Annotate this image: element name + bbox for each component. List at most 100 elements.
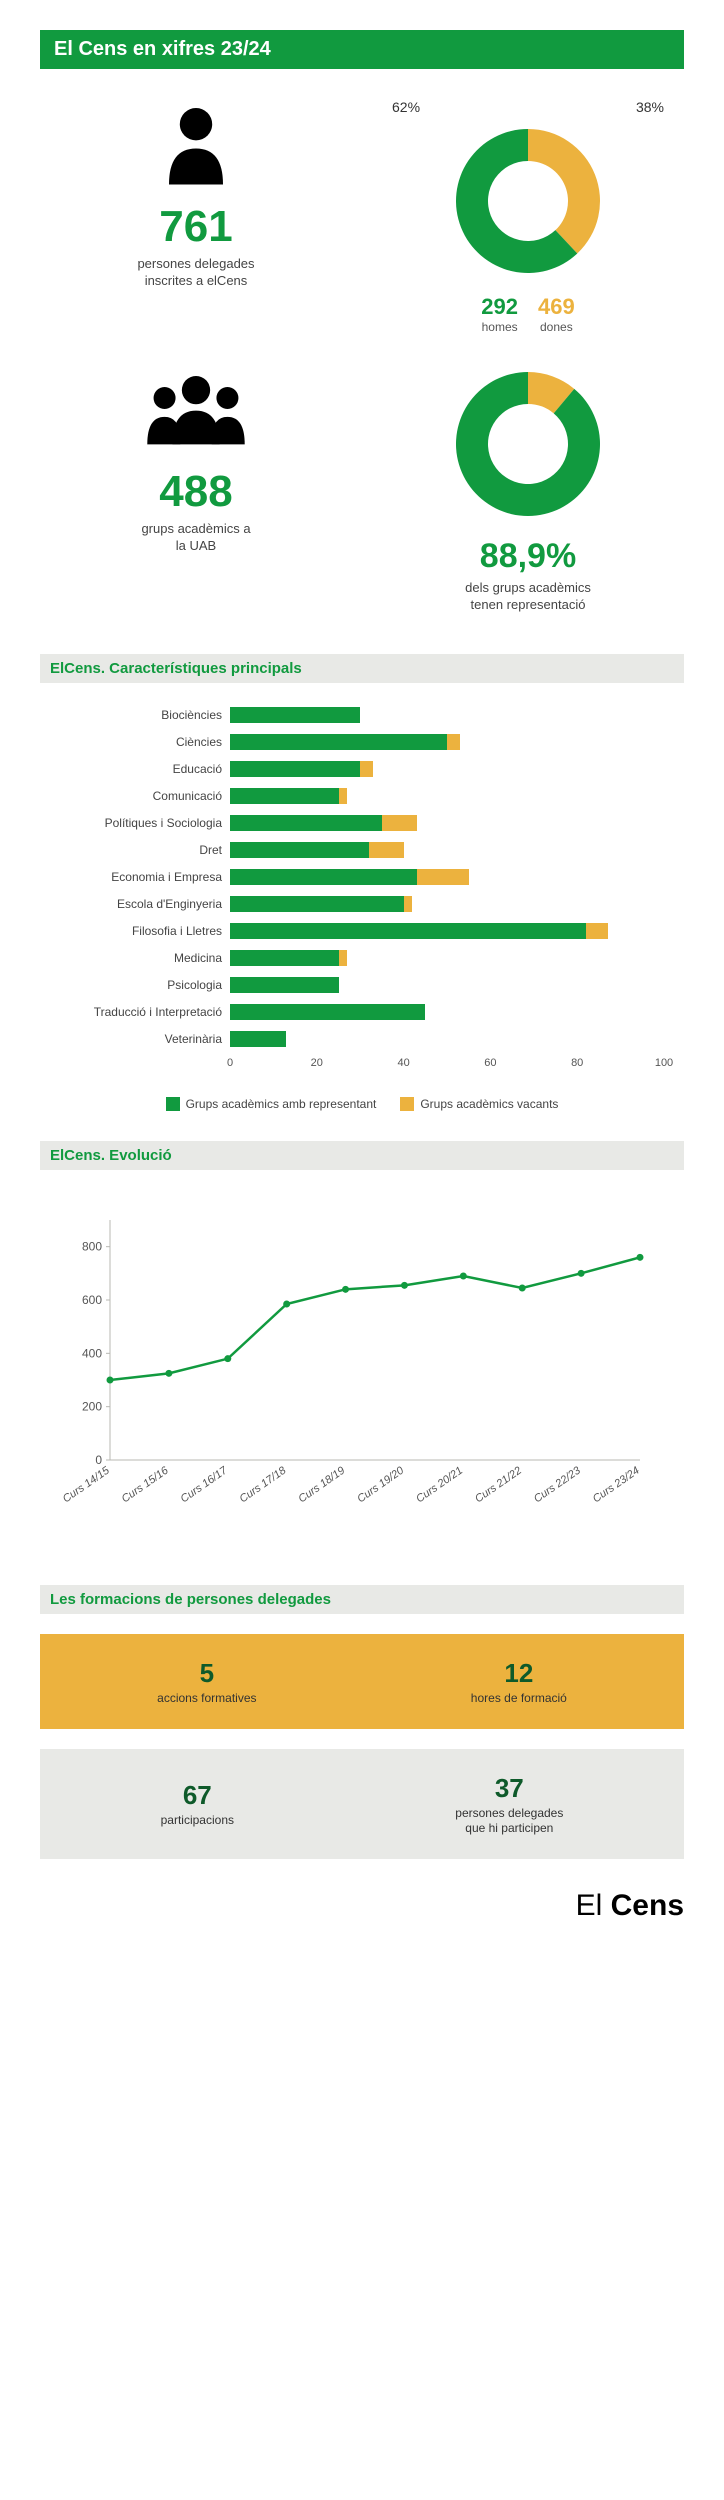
persones-participen: 37 persones delegades que hi participen (455, 1773, 563, 1835)
svg-text:Curs 17/18: Curs 17/18 (237, 1464, 289, 1505)
hbar-label: Comunicació (60, 789, 230, 803)
hbar-tick: 60 (484, 1057, 496, 1069)
persons-number: 761 (40, 202, 352, 252)
hbar-orange-seg (447, 734, 460, 750)
repr-sub: dels grups acadèmics tenen representació (372, 580, 684, 614)
hbar-orange-seg (417, 869, 469, 885)
hbar-green-seg (230, 923, 586, 939)
section-caract-title: ElCens. Característiques principals (40, 654, 684, 683)
hbar-green-seg (230, 734, 447, 750)
svg-text:Curs 20/21: Curs 20/21 (414, 1464, 465, 1505)
svg-text:Curs 22/23: Curs 22/23 (532, 1464, 584, 1505)
hbar-green-seg (230, 977, 339, 993)
hbar-row: Filosofia i Lletres (60, 919, 664, 943)
hbar-label: Biociències (60, 708, 230, 722)
hbar-green-seg (230, 1004, 425, 1020)
repr-pct: 88,9% (372, 537, 684, 576)
hbar-label: Economia i Empresa (60, 870, 230, 884)
dones-stat: 469 dones (538, 294, 575, 334)
groups-number: 488 (40, 467, 352, 517)
hbar-row: Ciències (60, 730, 664, 754)
svg-text:600: 600 (82, 1293, 102, 1307)
hbar-row: Medicina (60, 946, 664, 970)
persons-sub: persones delegades inscrites a elCens (40, 256, 352, 290)
hbar-label: Dret (60, 843, 230, 857)
hbar-orange-seg (369, 842, 404, 858)
hbar-orange-seg (382, 815, 417, 831)
section-form-title: Les formacions de persones delegades (40, 1585, 684, 1614)
svg-text:Curs 14/15: Curs 14/15 (61, 1464, 113, 1505)
hbar-label: Veterinària (60, 1032, 230, 1046)
hbar-green-seg (230, 761, 360, 777)
evolution-line-chart: 0200400600800Curs 14/15Curs 15/16Curs 16… (60, 1200, 660, 1540)
footer-logo: El Cens (40, 1889, 684, 1923)
repr-donut-block: 88,9% dels grups acadèmics tenen represe… (372, 364, 684, 614)
hbar-label: Medicina (60, 951, 230, 965)
hores-formacio: 12 hores de formació (471, 1658, 567, 1705)
hbar-row: Comunicació (60, 784, 664, 808)
hbar-green-seg (230, 842, 369, 858)
svg-text:Curs 18/19: Curs 18/19 (296, 1464, 347, 1505)
participacions: 67 participacions (161, 1780, 234, 1827)
hbar-row: Dret (60, 838, 664, 862)
groups-sub: grups acadèmics a la UAB (40, 521, 352, 555)
hbar-tick: 20 (311, 1057, 323, 1069)
svg-text:200: 200 (82, 1399, 102, 1413)
person-icon (151, 99, 241, 189)
svg-text:Curs 21/22: Curs 21/22 (473, 1464, 524, 1505)
hbar-row: Economia i Empresa (60, 865, 664, 889)
svg-text:0: 0 (95, 1453, 102, 1467)
hbar-tick: 80 (571, 1057, 583, 1069)
gender-pct-right: 38% (636, 99, 664, 115)
legend-green: Grups acadèmics amb representant (166, 1097, 377, 1111)
gender-donut-block: 62% 38% 292 homes 469 dones (372, 99, 684, 334)
hbar-row: Polítiques i Sociologia (60, 811, 664, 835)
hbar-orange-seg (339, 788, 348, 804)
hbar-row: Veterinària (60, 1027, 664, 1051)
hbar-row: Biociències (60, 703, 664, 727)
hbar-green-seg (230, 707, 360, 723)
svg-text:800: 800 (82, 1239, 102, 1253)
hbar-green-seg (230, 950, 339, 966)
accions-formatives: 5 accions formatives (157, 1658, 256, 1705)
hbar-row: Psicologia (60, 973, 664, 997)
hbar-tick: 40 (397, 1057, 409, 1069)
hbar-orange-seg (339, 950, 348, 966)
top-stats-grid: 761 persones delegades inscrites a elCen… (40, 99, 684, 614)
section-evol-title: ElCens. Evolució (40, 1141, 684, 1170)
hbar-orange-seg (360, 761, 373, 777)
hbar-label: Traducció i Interpretació (60, 1005, 230, 1019)
repr-donut-chart (448, 364, 608, 524)
gender-pct-left: 62% (392, 99, 420, 115)
legend-orange: Grups acadèmics vacants (400, 1097, 558, 1111)
hbar-tick: 100 (655, 1057, 673, 1069)
hbar-orange-seg (404, 896, 413, 912)
hbar-chart: Biociències Ciències Educació Comunicaci… (40, 703, 684, 1077)
hbar-label: Escola d'Enginyeria (60, 897, 230, 911)
hbar-green-seg (230, 869, 417, 885)
hbar-green-seg (230, 1031, 286, 1047)
hbar-tick: 0 (227, 1057, 233, 1069)
gender-donut-chart (448, 121, 608, 281)
groups-block: 488 grups acadèmics a la UAB (40, 364, 352, 614)
svg-text:Curs 19/20: Curs 19/20 (355, 1464, 407, 1505)
hbar-legend: Grups acadèmics amb representant Grups a… (40, 1097, 684, 1111)
homes-stat: 292 homes (481, 294, 518, 334)
hbar-label: Filosofia i Lletres (60, 924, 230, 938)
hbar-row: Educació (60, 757, 664, 781)
persons-block: 761 persones delegades inscrites a elCen… (40, 99, 352, 334)
hbar-label: Psicologia (60, 978, 230, 992)
hbar-label: Ciències (60, 735, 230, 749)
svg-text:Curs 15/16: Curs 15/16 (120, 1464, 172, 1505)
hbar-label: Educació (60, 762, 230, 776)
stat-box-gray: 67 participacions 37 persones delegades … (40, 1749, 684, 1859)
svg-text:Curs 23/24: Curs 23/24 (591, 1464, 642, 1505)
hbar-orange-seg (586, 923, 608, 939)
hbar-row: Traducció i Interpretació (60, 1000, 664, 1024)
hbar-green-seg (230, 788, 339, 804)
hbar-label: Polítiques i Sociologia (60, 816, 230, 830)
page-title: El Cens en xifres 23/24 (40, 30, 684, 69)
group-icon (141, 364, 251, 454)
hbar-green-seg (230, 815, 382, 831)
stat-box-orange: 5 accions formatives 12 hores de formaci… (40, 1634, 684, 1729)
